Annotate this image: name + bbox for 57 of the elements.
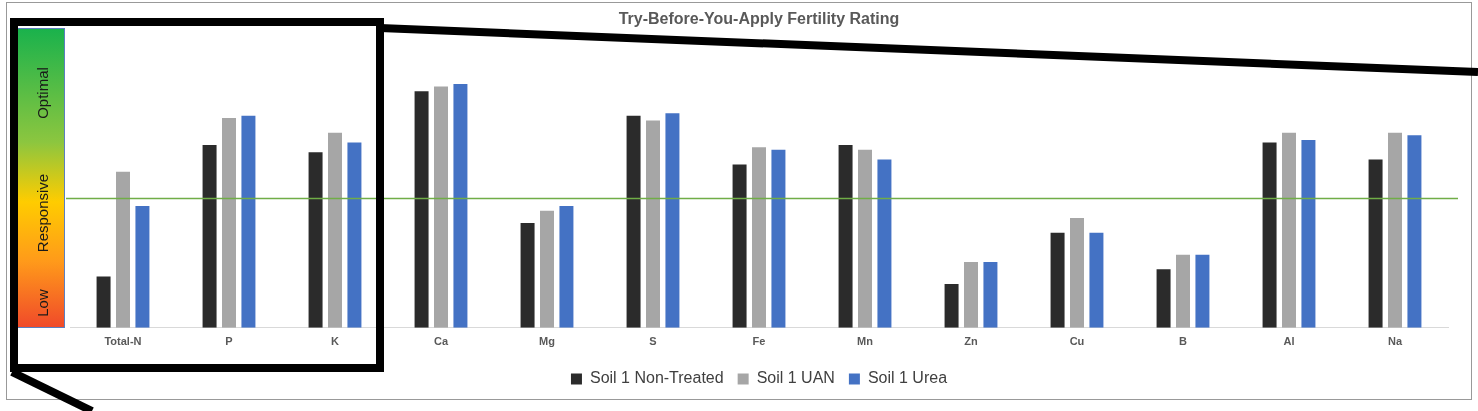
- rating-scale-gradient: Low Responsive Optimal: [17, 28, 65, 328]
- x-tick-label: P: [225, 335, 233, 348]
- bar: [1070, 218, 1084, 328]
- bar: [559, 205, 574, 328]
- bar: [626, 115, 641, 328]
- bar: [241, 115, 256, 328]
- bar: [520, 222, 535, 328]
- bar: [646, 120, 660, 328]
- x-tick-label: B: [1179, 335, 1188, 348]
- bar: [983, 261, 998, 328]
- bar: [1301, 140, 1316, 328]
- bar: [540, 210, 554, 328]
- bar: [771, 149, 786, 328]
- bar: [1262, 142, 1277, 328]
- bar: [1407, 135, 1422, 328]
- bar: [964, 261, 978, 328]
- x-tick-label: S: [649, 335, 657, 348]
- x-tick-label: Zn: [964, 335, 978, 348]
- bar: [1195, 254, 1210, 328]
- bar: [96, 276, 111, 328]
- bar: [347, 142, 362, 328]
- x-tick-label: Total-N: [104, 335, 142, 348]
- x-tick-label: Al: [1283, 335, 1295, 348]
- x-tick-label: Mg: [539, 335, 555, 348]
- bar: [308, 152, 323, 328]
- bar: [222, 118, 236, 328]
- bar: [1282, 132, 1296, 328]
- bar: [1368, 159, 1383, 328]
- bar: [434, 86, 448, 328]
- bar: [838, 144, 853, 328]
- bar: [877, 159, 892, 328]
- x-tick-label: K: [331, 335, 340, 348]
- bar: [1156, 269, 1171, 328]
- bar: [944, 283, 959, 328]
- x-tick-label: Fe: [752, 335, 766, 348]
- bar: [135, 205, 150, 328]
- bar: [202, 144, 217, 328]
- x-tick-label: Ca: [433, 335, 449, 348]
- bar: [328, 132, 342, 328]
- legend-label: Soil 1 Non-Treated: [589, 369, 724, 387]
- x-tick-label: Na: [1387, 335, 1403, 348]
- bar: [665, 113, 680, 328]
- x-tick-label: Mn: [857, 335, 874, 348]
- bar: [1176, 254, 1190, 328]
- bar: [732, 164, 747, 328]
- bar: [858, 149, 872, 328]
- bar: [1388, 132, 1402, 328]
- x-tick-label: Cu: [1069, 335, 1085, 348]
- bar: [453, 83, 468, 328]
- bar: [1050, 232, 1065, 328]
- legend-label: Soil 1 Urea: [867, 369, 948, 387]
- bar: [116, 171, 130, 328]
- legend-label: Soil 1 UAN: [756, 369, 835, 387]
- bar: [414, 91, 429, 328]
- bar: [752, 147, 766, 328]
- bar: [1089, 232, 1104, 328]
- chart-title: Try-Before-You-Apply Fertility Rating: [618, 10, 900, 28]
